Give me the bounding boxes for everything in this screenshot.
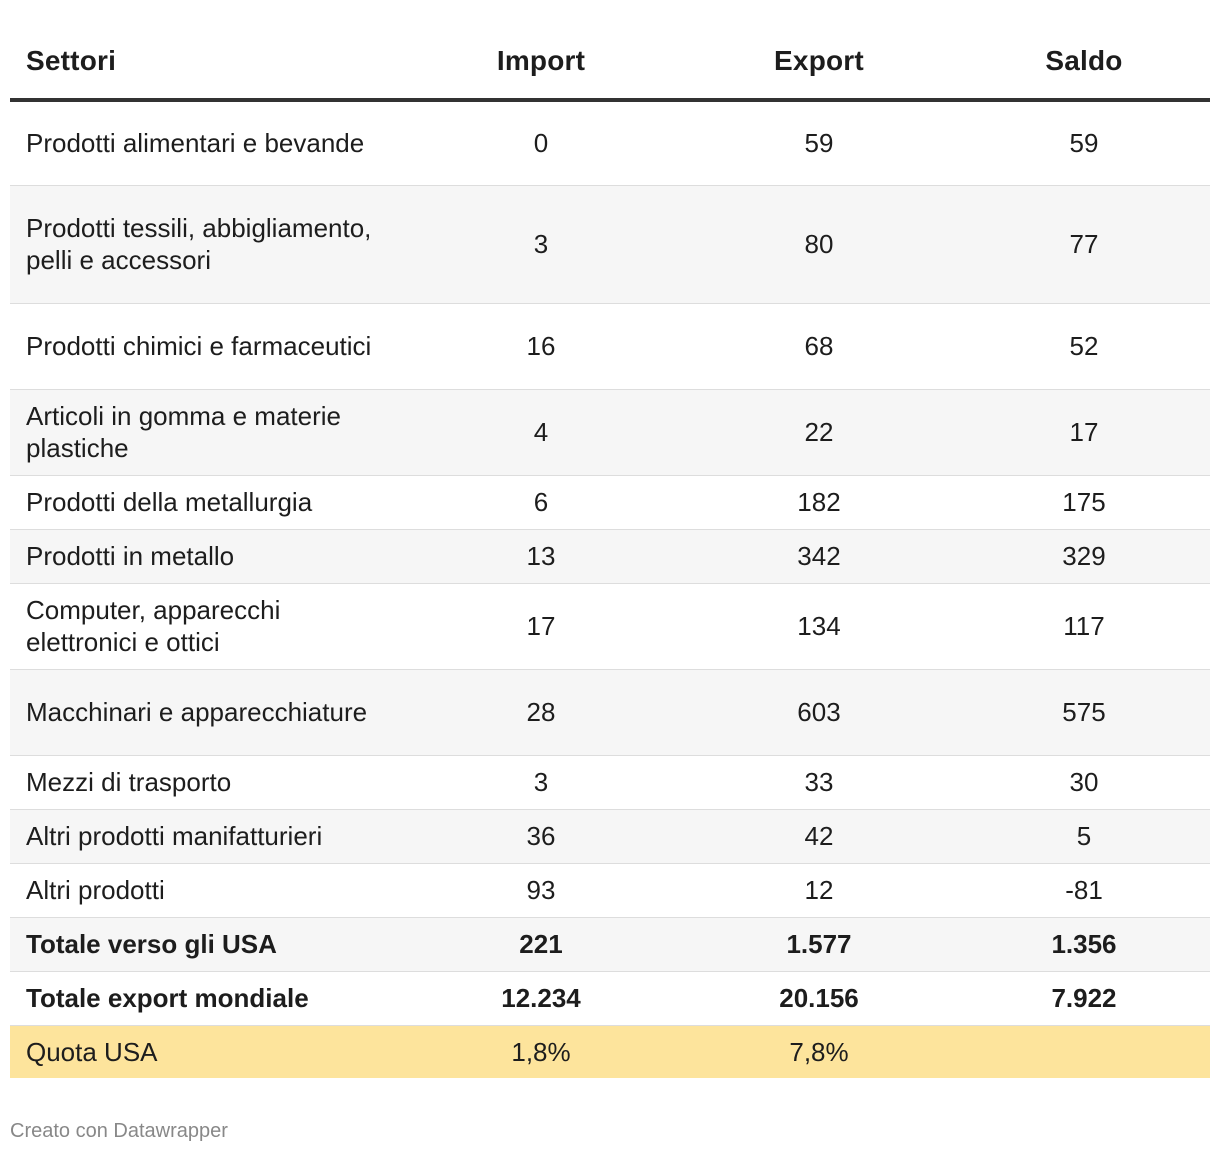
column-header-import[interactable]: Import: [402, 24, 680, 102]
table-row: Articoli in gomma e materie plastiche 4 …: [10, 389, 1210, 476]
cell-settore: Mezzi di trasporto: [10, 755, 402, 810]
cell-import: 3: [402, 185, 680, 304]
quota-row: Quota USA 1,8% 7,8%: [10, 1024, 1210, 1078]
header-row: Settori Import Export Saldo: [10, 24, 1210, 102]
cell-saldo: 52: [958, 303, 1210, 390]
cell-export: 342: [680, 529, 958, 584]
table-row: Computer, apparecchi elettronici e ottic…: [10, 583, 1210, 670]
cell-saldo: 575: [958, 669, 1210, 756]
cell-saldo: 329: [958, 529, 1210, 584]
column-header-export[interactable]: Export: [680, 24, 958, 102]
cell-saldo: 77: [958, 185, 1210, 304]
cell-export: 134: [680, 583, 958, 670]
cell-import: 6: [402, 475, 680, 530]
cell-export: 182: [680, 475, 958, 530]
column-header-settori[interactable]: Settori: [10, 24, 402, 102]
cell-export: 7,8%: [680, 1024, 958, 1078]
cell-import: 12.234: [402, 971, 680, 1026]
cell-settore: Altri prodotti manifatturieri: [10, 809, 402, 864]
cell-settore: Prodotti in metallo: [10, 529, 402, 584]
cell-settore: Totale export mondiale: [10, 971, 402, 1026]
column-header-saldo[interactable]: Saldo: [958, 24, 1210, 102]
cell-import: 3: [402, 755, 680, 810]
cell-export: 68: [680, 303, 958, 390]
cell-export: 80: [680, 185, 958, 304]
cell-saldo: -81: [958, 863, 1210, 918]
cell-export: 33: [680, 755, 958, 810]
table-row: Prodotti tessili, abbigliamento, pelli e…: [10, 185, 1210, 304]
total-row-usa: Totale verso gli USA 221 1.577 1.356: [10, 917, 1210, 972]
cell-import: 0: [402, 100, 680, 186]
data-table: Settori Import Export Saldo Prodotti ali…: [10, 24, 1210, 1078]
cell-import: 221: [402, 917, 680, 972]
cell-export: 20.156: [680, 971, 958, 1026]
table-row: Altri prodotti 93 12 -81: [10, 863, 1210, 918]
footer-credit[interactable]: Creato con Datawrapper: [10, 1120, 228, 1142]
table-row: Mezzi di trasporto 3 33 30: [10, 755, 1210, 810]
cell-export: 59: [680, 100, 958, 186]
cell-settore: Totale verso gli USA: [10, 917, 402, 972]
cell-saldo: 7.922: [958, 971, 1210, 1026]
cell-settore: Prodotti della metallurgia: [10, 475, 402, 530]
cell-saldo: 5: [958, 809, 1210, 864]
cell-import: 28: [402, 669, 680, 756]
cell-export: 12: [680, 863, 958, 918]
cell-import: 36: [402, 809, 680, 864]
cell-settore: Altri prodotti: [10, 863, 402, 918]
cell-saldo: [958, 1024, 1210, 1078]
cell-settore: Articoli in gomma e materie plastiche: [10, 389, 402, 476]
cell-import: 17: [402, 583, 680, 670]
table-row: Prodotti della metallurgia 6 182 175: [10, 475, 1210, 530]
cell-settore: Quota USA: [10, 1024, 402, 1078]
cell-import: 13: [402, 529, 680, 584]
cell-export: 22: [680, 389, 958, 476]
table-row: Macchinari e apparecchiature 28 603 575: [10, 669, 1210, 756]
table-row: Prodotti in metallo 13 342 329: [10, 529, 1210, 584]
cell-saldo: 30: [958, 755, 1210, 810]
cell-export: 42: [680, 809, 958, 864]
cell-saldo: 59: [958, 100, 1210, 186]
total-row-world: Totale export mondiale 12.234 20.156 7.9…: [10, 971, 1210, 1026]
cell-saldo: 175: [958, 475, 1210, 530]
cell-import: 1,8%: [402, 1024, 680, 1078]
cell-import: 16: [402, 303, 680, 390]
cell-import: 93: [402, 863, 680, 918]
cell-import: 4: [402, 389, 680, 476]
cell-saldo: 17: [958, 389, 1210, 476]
data-table-container: Settori Import Export Saldo Prodotti ali…: [10, 24, 1210, 1078]
cell-settore: Macchinari e apparecchiature: [10, 669, 402, 756]
cell-saldo: 1.356: [958, 917, 1210, 972]
cell-settore: Prodotti alimentari e bevande: [10, 100, 402, 186]
cell-settore: Prodotti tessili, abbigliamento, pelli e…: [10, 185, 402, 304]
cell-export: 1.577: [680, 917, 958, 972]
cell-export: 603: [680, 669, 958, 756]
cell-saldo: 117: [958, 583, 1210, 670]
table-row: Prodotti chimici e farmaceutici 16 68 52: [10, 303, 1210, 390]
cell-settore: Computer, apparecchi elettronici e ottic…: [10, 583, 402, 670]
cell-settore: Prodotti chimici e farmaceutici: [10, 303, 402, 390]
table-row: Altri prodotti manifatturieri 36 42 5: [10, 809, 1210, 864]
table-row: Prodotti alimentari e bevande 0 59 59: [10, 100, 1210, 186]
